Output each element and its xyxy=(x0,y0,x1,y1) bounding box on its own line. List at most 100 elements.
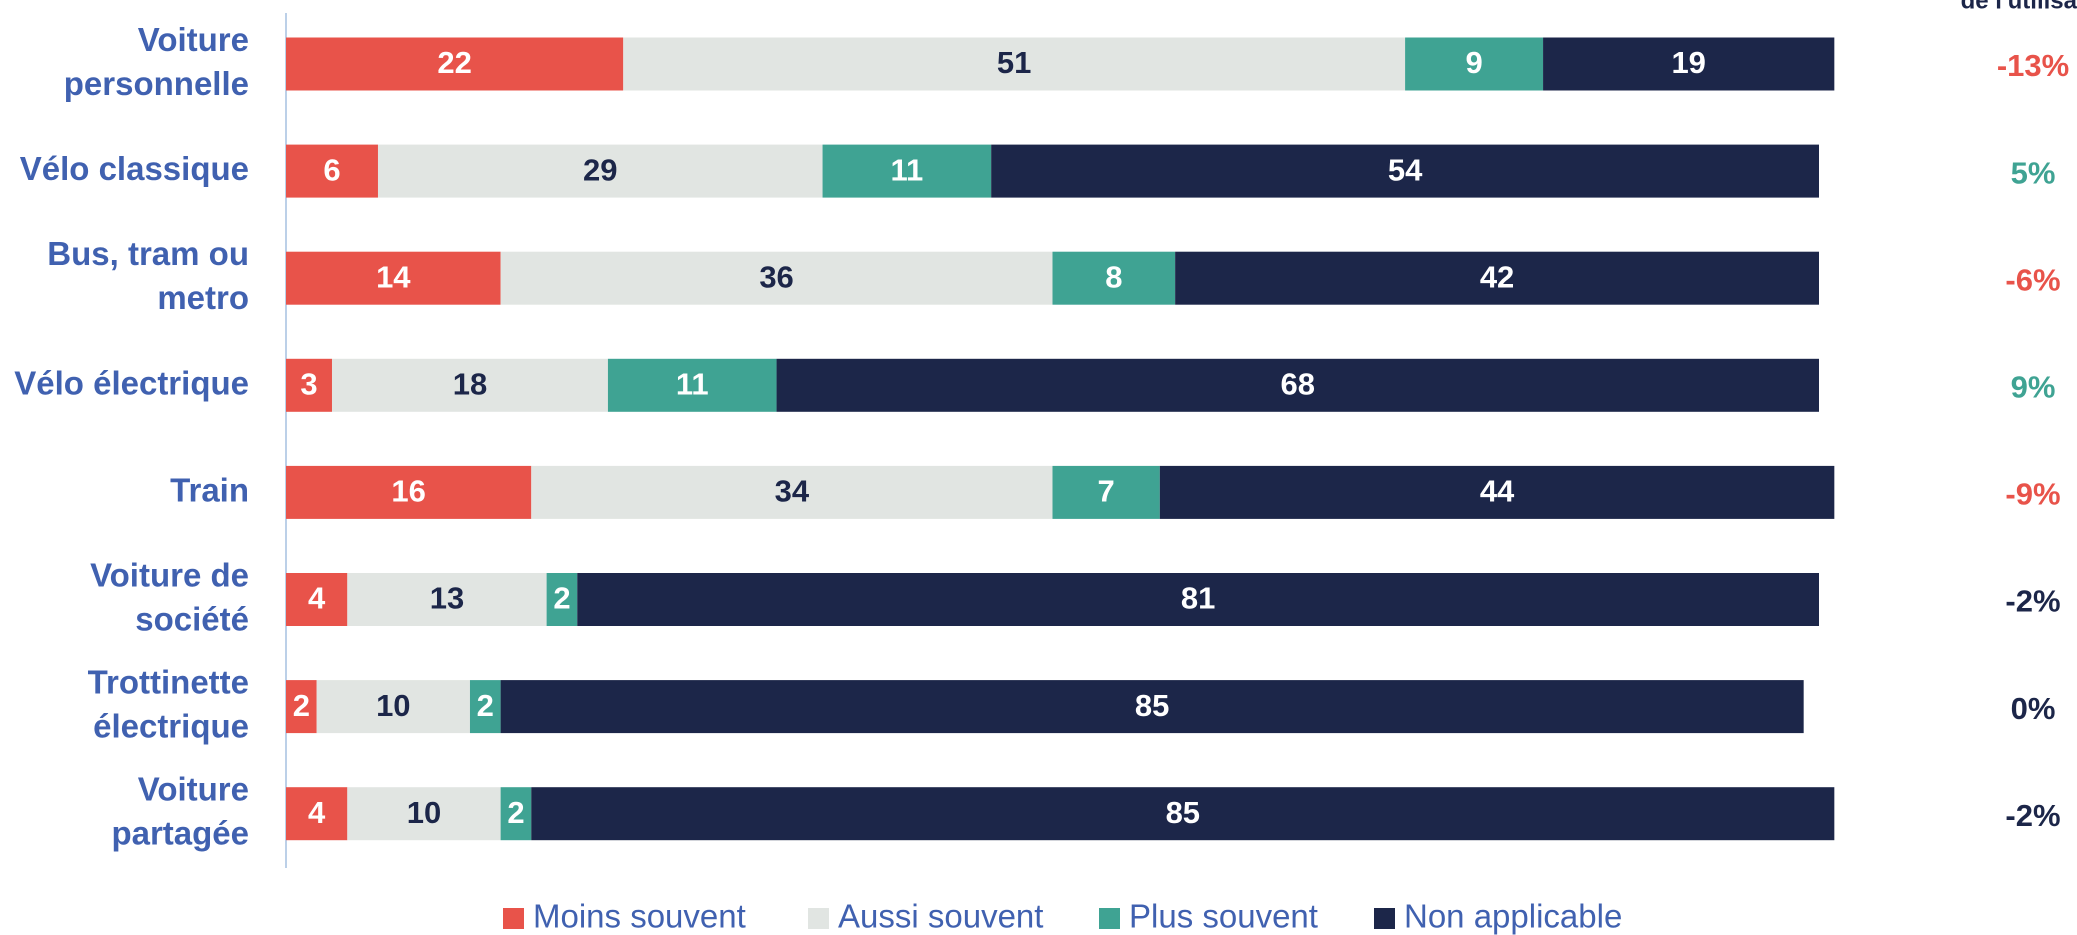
data-label: 36 xyxy=(759,259,793,294)
bar-segment xyxy=(286,787,348,841)
data-label: 34 xyxy=(775,474,810,509)
bar-segment xyxy=(531,787,1835,841)
legend-label: Plus souvent xyxy=(1129,898,1318,935)
category-label: Vélo électrique xyxy=(14,364,249,401)
change-label: 9% xyxy=(2011,369,2056,404)
bar-segment xyxy=(286,251,501,305)
change-label: -13% xyxy=(1997,48,2069,83)
column-header: de l'utilisa xyxy=(1961,0,2077,14)
category-label: Voiture de société xyxy=(90,556,249,637)
bar-segment xyxy=(1159,465,1835,519)
category-line: Trottinette xyxy=(88,663,249,700)
category-line: Voiture xyxy=(138,21,249,58)
bar-segment xyxy=(286,358,332,412)
legend-swatch xyxy=(1374,908,1395,929)
data-label: 2 xyxy=(293,688,310,723)
bar-segment xyxy=(1175,251,1819,305)
data-label: 85 xyxy=(1166,795,1200,830)
bar-segment xyxy=(546,573,578,626)
data-label: 2 xyxy=(553,581,570,616)
legend-swatch xyxy=(808,908,829,929)
category-label: Voiture partagée xyxy=(111,770,249,851)
data-label: 13 xyxy=(430,581,464,616)
bar-segment xyxy=(286,680,317,734)
data-label: 6 xyxy=(323,152,340,187)
category-line: partagée xyxy=(111,814,249,851)
data-label: 19 xyxy=(1671,45,1705,80)
category-line: Voiture de xyxy=(90,556,249,593)
data-label: 42 xyxy=(1480,259,1514,294)
bar-segment xyxy=(286,37,624,91)
legend-swatch xyxy=(1099,908,1120,929)
category-label: Bus, tram ou metro xyxy=(47,235,249,316)
data-label: 2 xyxy=(507,795,524,830)
change-label: 5% xyxy=(2011,155,2056,190)
category-label: Voiture personnelle xyxy=(64,21,249,102)
category-label: Vélo classique xyxy=(20,150,249,187)
data-label: 68 xyxy=(1281,366,1315,401)
data-label: 11 xyxy=(676,366,709,401)
data-label: 9 xyxy=(1465,45,1482,80)
bar-segment xyxy=(1052,251,1176,305)
bar-segment xyxy=(286,144,378,198)
category-line: Train xyxy=(170,471,249,508)
change-label: -6% xyxy=(2005,262,2060,297)
data-label: 81 xyxy=(1181,581,1215,616)
bar-segment xyxy=(500,251,1053,305)
category-line: metro xyxy=(157,279,249,316)
change-label: -2% xyxy=(2005,798,2060,833)
data-label: 54 xyxy=(1388,152,1423,187)
category-line: Vélo électrique xyxy=(14,364,249,401)
bar-segment xyxy=(286,465,532,519)
change-label: 0% xyxy=(2011,691,2056,726)
category-label: Train xyxy=(170,471,249,508)
data-label: 14 xyxy=(376,259,411,294)
data-label: 10 xyxy=(376,688,410,723)
legend-label: Moins souvent xyxy=(533,898,746,935)
bar-segment xyxy=(623,37,1406,91)
data-label: 4 xyxy=(308,795,326,830)
data-label: 29 xyxy=(583,152,617,187)
bar-segment xyxy=(316,680,470,734)
bar-segment xyxy=(1543,37,1835,91)
category-line: électrique xyxy=(93,707,249,744)
data-label: 10 xyxy=(407,795,441,830)
legend-label: Aussi souvent xyxy=(838,898,1043,935)
data-label: 16 xyxy=(391,474,425,509)
bar-segment xyxy=(347,573,547,626)
bar-segment xyxy=(776,358,1819,412)
data-label: 44 xyxy=(1480,474,1515,509)
data-label: 8 xyxy=(1105,259,1122,294)
bar-segment xyxy=(500,787,532,841)
bar-segment xyxy=(991,144,1819,198)
category-line: Bus, tram ou xyxy=(47,235,249,272)
data-label: 51 xyxy=(997,45,1031,80)
data-label: 4 xyxy=(308,581,326,616)
category-line: Voiture xyxy=(138,770,249,807)
bar-segment xyxy=(377,144,823,198)
bar-segment xyxy=(1052,465,1160,519)
data-label: 7 xyxy=(1098,474,1115,509)
bar-segment xyxy=(577,573,1819,626)
data-label: 22 xyxy=(437,45,471,80)
bar-segment xyxy=(331,358,608,412)
data-label: 85 xyxy=(1135,688,1169,723)
legend-label: Non applicable xyxy=(1404,898,1622,935)
data-label: 3 xyxy=(300,366,317,401)
category-label: Trottinette électrique xyxy=(88,663,249,744)
data-label: 18 xyxy=(453,366,487,401)
change-label: -9% xyxy=(2005,477,2060,512)
bar-segment xyxy=(500,680,1804,734)
data-label: 2 xyxy=(477,688,494,723)
bar-segment xyxy=(607,358,777,412)
change-label: -2% xyxy=(2005,584,2060,619)
category-line: personnelle xyxy=(64,65,249,102)
bar-segment xyxy=(1405,37,1544,91)
data-label: 11 xyxy=(890,152,923,187)
bar-segment xyxy=(469,680,501,734)
category-line: société xyxy=(135,600,249,637)
bar-segment xyxy=(347,787,501,841)
bar-segment xyxy=(286,573,348,626)
category-line: Vélo classique xyxy=(20,150,249,187)
